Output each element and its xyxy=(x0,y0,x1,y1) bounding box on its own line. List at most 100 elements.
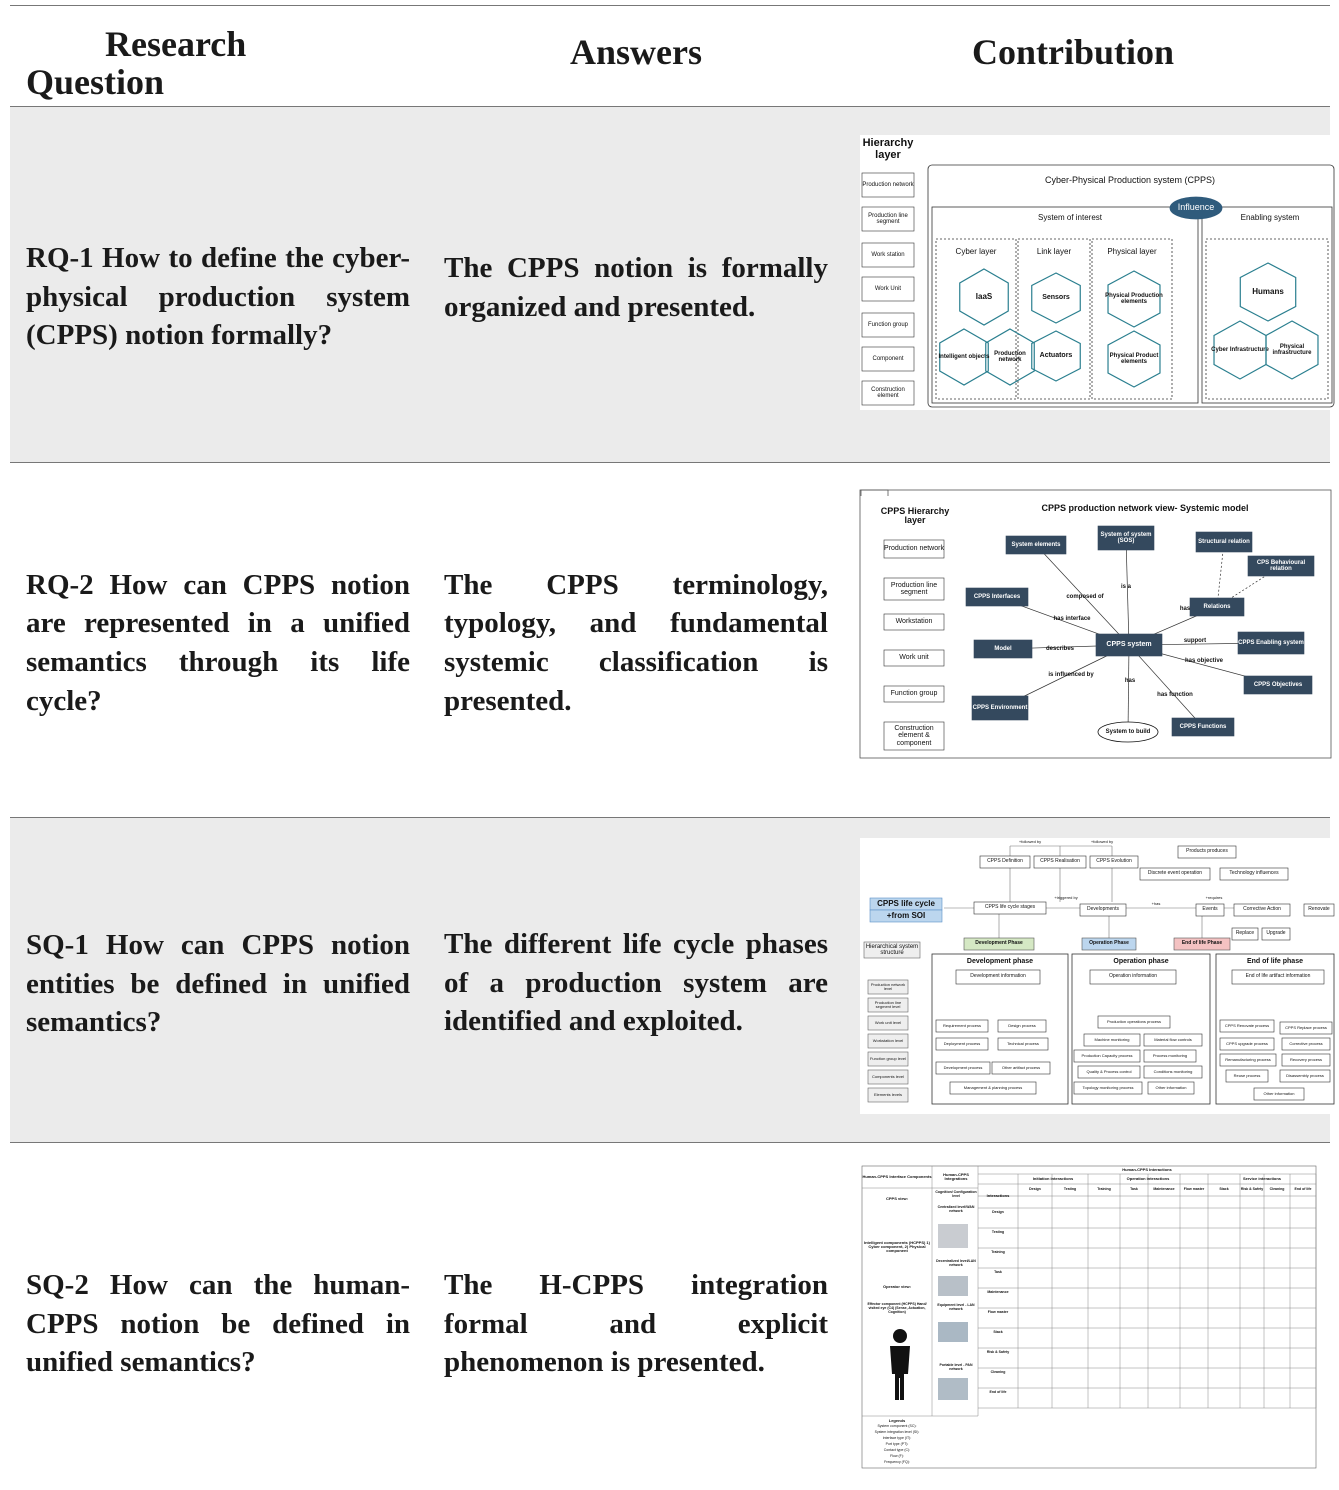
label: Port type (PT): xyxy=(885,1442,909,1447)
label-box: CPPS upgrade process xyxy=(1226,1041,1268,1045)
label-box: has function xyxy=(1157,692,1193,698)
label: Operation Phase xyxy=(1089,940,1129,947)
node-box xyxy=(1243,675,1313,695)
node-box xyxy=(1083,1033,1141,1047)
label: System to build xyxy=(1105,728,1151,735)
label-box: Corrective process xyxy=(1289,1041,1322,1045)
label-box: Production network xyxy=(994,351,1026,363)
label: Replace xyxy=(1235,930,1255,937)
label: Testing xyxy=(1063,1187,1077,1192)
label-box: Intelligent components (HCPPS) 1) Cyber … xyxy=(864,1240,930,1253)
label: CPPS Enabling system xyxy=(1238,639,1304,646)
label: Operator view: xyxy=(882,1283,911,1289)
label: Human-CPPS Integrations xyxy=(943,1171,969,1181)
label-box: Physical Production elements xyxy=(1105,293,1163,305)
node-box xyxy=(1147,1081,1195,1095)
label: Development Phase xyxy=(975,940,1023,947)
photo xyxy=(938,1224,968,1248)
label: composed of xyxy=(1066,593,1104,600)
label: Operation information xyxy=(1108,973,1158,980)
label-box: End of life xyxy=(990,1390,1007,1394)
question: RQ-1 How to define the cyber-physical pr… xyxy=(26,242,410,352)
label: Link layer xyxy=(1036,246,1072,256)
label: Reuse process xyxy=(1233,1072,1261,1078)
label: Machine monitoring xyxy=(1094,1036,1130,1042)
label-box: Effector component (HCPPS) Hand/ visited… xyxy=(867,1303,926,1314)
label: Frequency (FQ): xyxy=(884,1460,910,1465)
label-box: CPPS Hierarchy layer xyxy=(881,506,950,525)
label: CPPS Objectives xyxy=(1253,681,1303,688)
label: Development information xyxy=(970,973,1026,980)
label: Human-CPPS Interactions xyxy=(1122,1166,1172,1172)
node-box xyxy=(1139,867,1211,881)
rule xyxy=(10,817,1330,818)
label-box: Task xyxy=(994,1270,1002,1274)
label-box: Maintenance xyxy=(987,1290,1008,1294)
label: Production line segment xyxy=(868,212,908,225)
label-box: Testing xyxy=(992,1230,1004,1234)
node-box xyxy=(1253,1087,1305,1101)
hexagon xyxy=(1107,270,1161,328)
label-box: Centralized level/WAN network xyxy=(938,1205,975,1212)
label-box: CPPS life cycle stages xyxy=(985,905,1035,910)
frame xyxy=(927,164,1335,408)
label: Disassembly process xyxy=(1286,1072,1324,1078)
label: Design process xyxy=(1008,1022,1036,1028)
node-box xyxy=(1077,1065,1141,1079)
label-box: Production network xyxy=(884,545,944,552)
label-box: Frequency (FQ): xyxy=(884,1460,910,1465)
label-box: CPPS Objectives xyxy=(1253,681,1303,688)
label: Cleaning xyxy=(990,1370,1006,1375)
photo xyxy=(938,1322,968,1342)
label-box: Sensors xyxy=(1042,294,1070,301)
figure: Human-CPPS Interface Components Human-CPP… xyxy=(861,1165,1317,1469)
rule xyxy=(10,106,1330,107)
label: +triggered by xyxy=(1054,894,1078,900)
label: Requirement process xyxy=(942,1022,982,1028)
label-box: Legends xyxy=(888,1418,906,1423)
label: Equipment level - LAN network xyxy=(937,1303,975,1311)
node-box xyxy=(949,1081,1037,1095)
label: Contact type (C): xyxy=(883,1448,911,1453)
label: Cognition/ Configuration level xyxy=(935,1190,977,1198)
label: Conditions monitoring xyxy=(1153,1068,1193,1074)
node-box xyxy=(1173,937,1231,951)
node-box xyxy=(973,639,1033,659)
node-box xyxy=(1247,555,1315,577)
label-box: CPPS Environment xyxy=(973,705,1028,711)
node-box xyxy=(935,1061,991,1075)
node-box xyxy=(1097,525,1155,551)
label-box: Other information xyxy=(1264,1091,1295,1095)
label-box: +triggered by xyxy=(1054,894,1078,900)
label-box: is a xyxy=(1121,584,1131,590)
label-box: Deployment process xyxy=(944,1041,980,1045)
node-box xyxy=(1219,1053,1277,1067)
label-box: Design xyxy=(1029,1187,1041,1191)
label: Cyber-Physical Production system (CPPS) xyxy=(1044,175,1216,186)
label-box: Production network xyxy=(862,182,913,188)
node-box xyxy=(1005,535,1067,555)
node-box xyxy=(867,1069,909,1085)
label: Model xyxy=(994,645,1012,652)
node-box xyxy=(1219,1037,1275,1051)
label-box: Flow master xyxy=(1184,1187,1204,1191)
label: Interface type (IT): xyxy=(882,1436,912,1441)
node-box xyxy=(883,539,945,559)
label: Production line segment xyxy=(890,581,938,596)
label: Physical infrastructure xyxy=(1272,343,1312,356)
label-box: Initiation interactions xyxy=(1033,1176,1073,1180)
label-box: Management & planning process xyxy=(964,1085,1022,1089)
label-box: End of life artifact information xyxy=(1246,974,1311,979)
label: Legends xyxy=(888,1418,906,1423)
label: Portable level - PAN network xyxy=(939,1363,973,1371)
label-box: +has xyxy=(1152,901,1161,905)
label: Construction element xyxy=(871,386,905,399)
label: Physical layer xyxy=(1107,246,1157,256)
label-box: Testing xyxy=(1063,1187,1077,1192)
label-box: Renovate xyxy=(1308,907,1329,912)
label: Recovery process xyxy=(1289,1056,1322,1062)
label-box: Hierarchy layer xyxy=(863,138,914,161)
label: Function group level xyxy=(869,1055,907,1061)
label-box: Development process xyxy=(944,1065,983,1069)
